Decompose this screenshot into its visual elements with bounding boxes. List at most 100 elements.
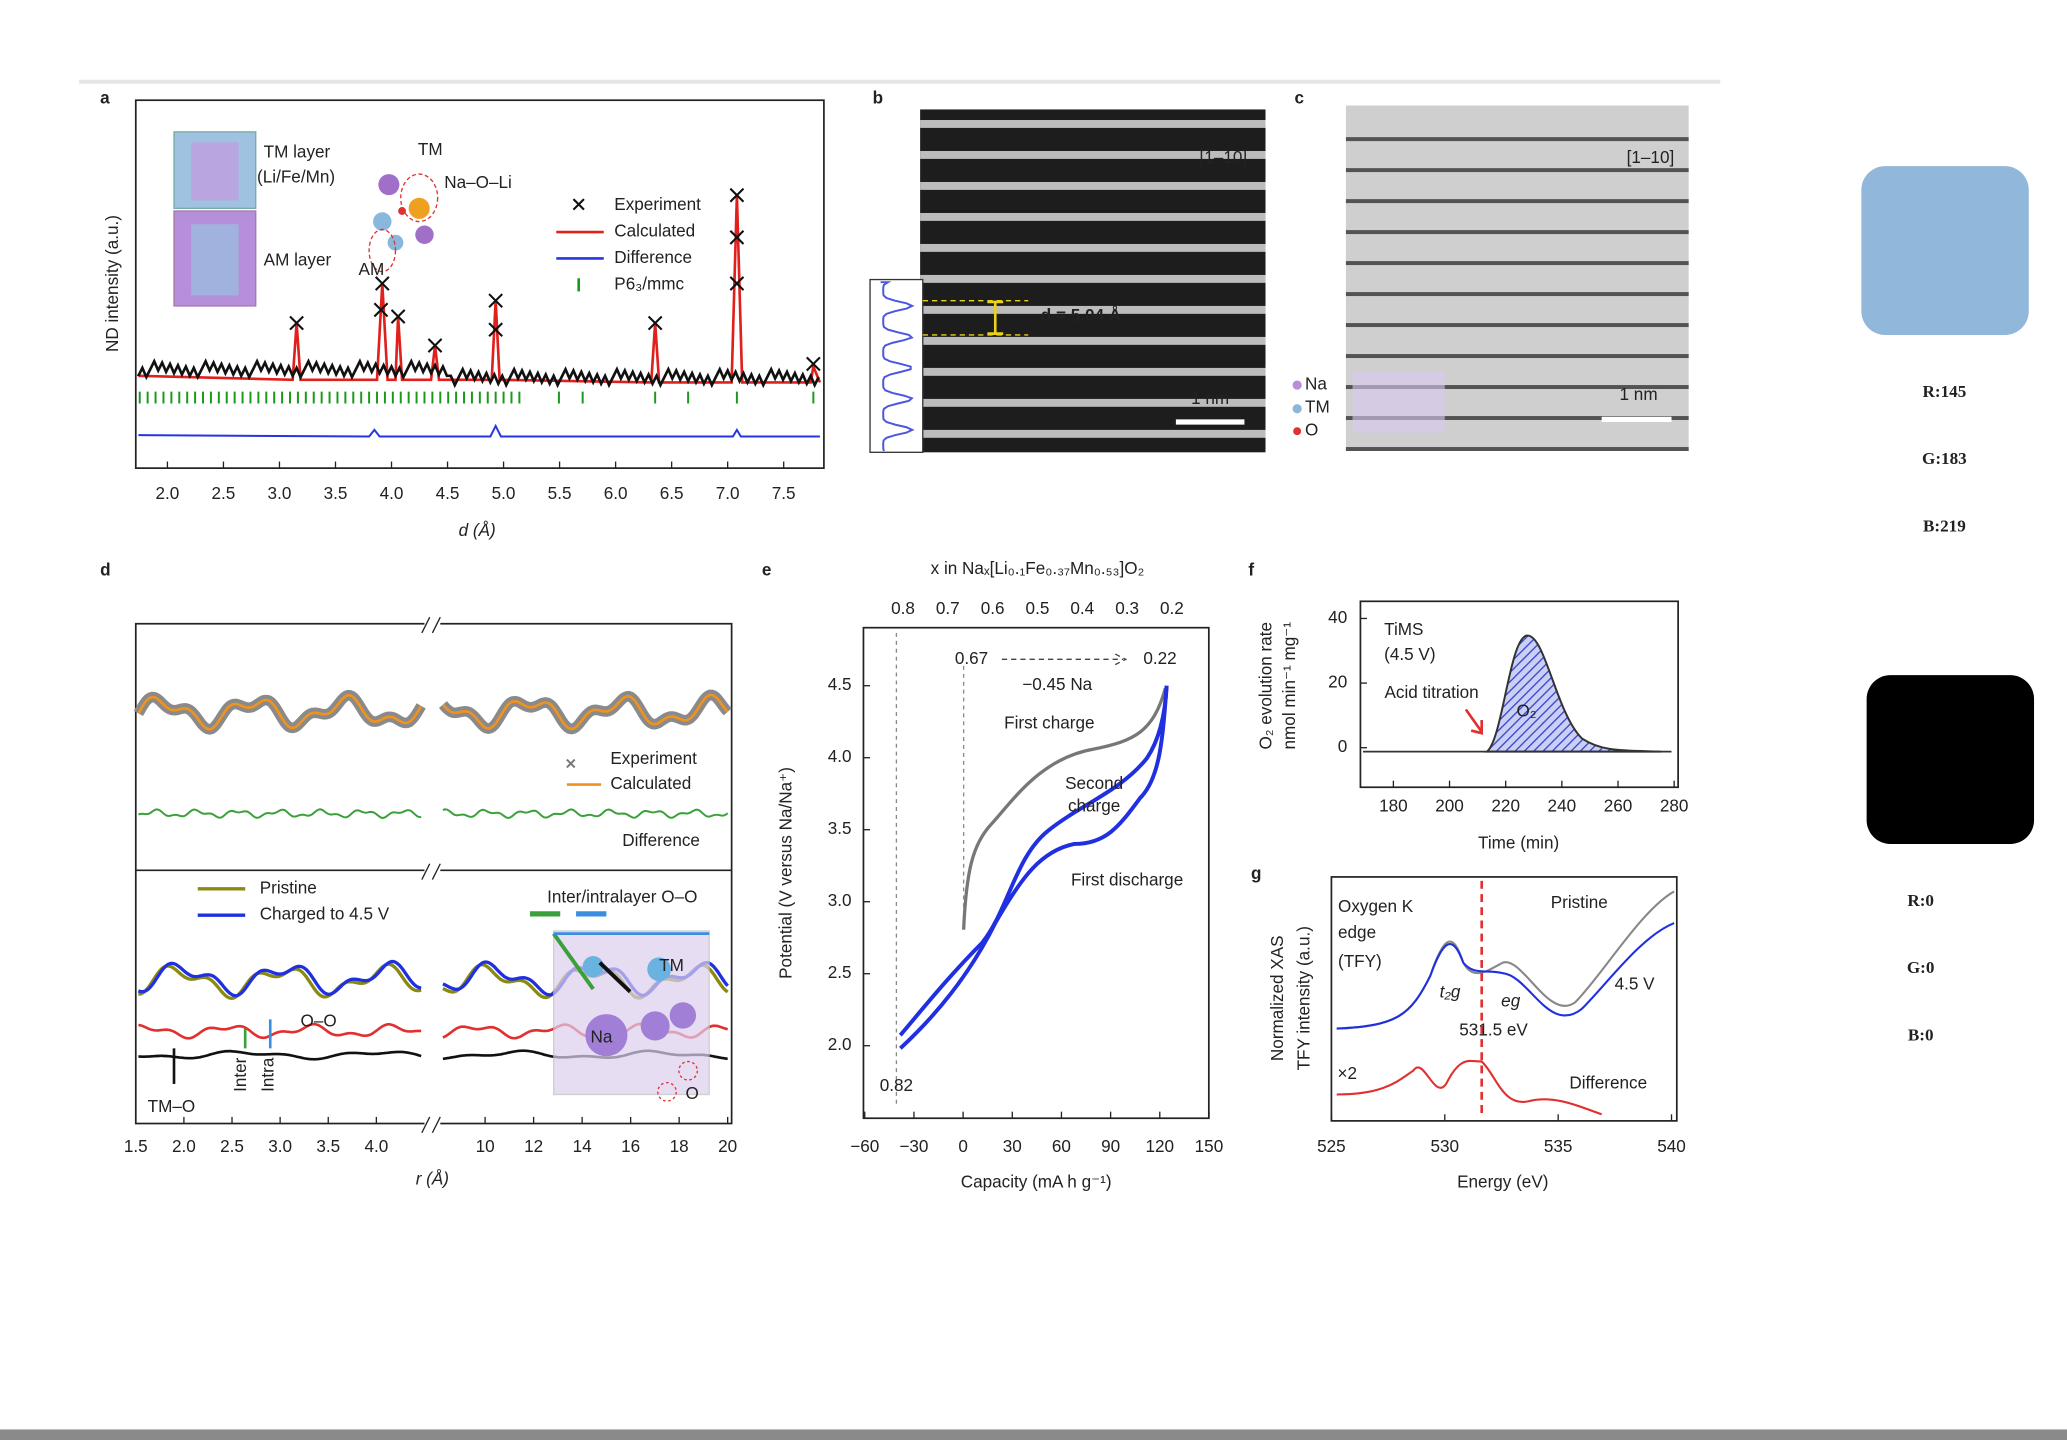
panel-label: f <box>1248 560 1254 580</box>
x-tick-label: 120 <box>1146 1136 1175 1156</box>
x-tick-label: 180 <box>1379 796 1408 816</box>
phase-ticks <box>138 391 815 404</box>
structure-inset <box>173 131 439 307</box>
x-tick-label: 4.0 <box>380 483 404 503</box>
legend-key <box>566 758 576 769</box>
intensity-profile <box>880 281 915 452</box>
atomic-row <box>1345 447 1689 451</box>
x-tick-label: 2.5 <box>220 1136 244 1156</box>
x-tick-label: 7.5 <box>772 483 796 503</box>
x-mark <box>729 187 745 203</box>
x-tick-label: 7.0 <box>716 483 740 503</box>
atomic-row <box>920 212 1266 221</box>
atomic-row <box>1345 261 1689 266</box>
label: Acid titration <box>1384 682 1478 702</box>
circle <box>408 197 430 219</box>
panel-label: e <box>762 560 772 580</box>
label: [1–10] <box>1627 147 1675 167</box>
x-mark <box>289 315 304 331</box>
atomic-row <box>1345 385 1689 390</box>
circle <box>657 1081 677 1102</box>
label: (4.5 V) <box>1384 644 1435 664</box>
x-tick-label: 525 <box>1317 1136 1346 1156</box>
profile-box <box>869 278 924 453</box>
label: 1 nm <box>1620 384 1658 404</box>
oo-curve <box>138 1022 422 1040</box>
legend-label: Difference <box>614 247 692 267</box>
x-tick-label: 3.5 <box>324 483 348 503</box>
atomic-row <box>920 274 1266 283</box>
label: (TFY) <box>1338 951 1382 971</box>
atomic-row <box>920 429 1266 438</box>
rgb-label: R:0 <box>1907 891 1934 910</box>
circle <box>640 1011 670 1041</box>
x-tick-label: 0.8 <box>891 598 915 618</box>
legend-label: O <box>1305 420 1318 440</box>
phase-ticks <box>138 391 815 404</box>
circle <box>373 212 392 231</box>
label: d = 5.04 Å <box>1041 305 1121 325</box>
frame <box>862 626 1210 1120</box>
difference-curve <box>442 808 729 820</box>
x-tick-label: 200 <box>1435 796 1464 816</box>
y-tick-label: 3.5 <box>828 818 852 838</box>
y-tick-label: 2.0 <box>828 1034 852 1054</box>
x-tick-label: 220 <box>1491 796 1520 816</box>
x-mark <box>488 293 503 308</box>
circle <box>669 1002 697 1029</box>
x-tick-label: 2.5 <box>212 483 236 503</box>
y-tick-label: 40 <box>1328 607 1347 627</box>
first-charge-curve <box>961 687 1167 930</box>
panel-label: d <box>100 560 110 580</box>
atomic-row <box>1345 230 1689 235</box>
charged-curve <box>137 959 422 998</box>
ellipse <box>368 228 397 273</box>
atomic-row <box>1345 323 1689 328</box>
x-tick-label: 90 <box>1101 1136 1120 1156</box>
legend-a-keys <box>556 198 604 292</box>
label: charge <box>1068 796 1120 816</box>
x-mark <box>647 315 663 331</box>
label: 1 nm <box>1191 388 1229 408</box>
x-tick-label: 3.5 <box>316 1136 340 1156</box>
circle <box>678 1060 699 1081</box>
color-swatch <box>1861 166 2029 335</box>
label: O₂ evolution rate <box>1255 622 1275 750</box>
rgb-label: B:0 <box>1908 1025 1934 1044</box>
x-tick-label: 20 <box>718 1136 737 1156</box>
label: Capacity (mA h g⁻¹) <box>961 1171 1112 1191</box>
charged-curve <box>1336 922 1675 1030</box>
label: −0.45 Na <box>1022 674 1092 694</box>
atomic-row <box>920 336 1266 345</box>
label: x in Naₓ[Li₀.₁Fe₀.₃₇Mn₀.₅₃]O₂ <box>931 558 1145 578</box>
label: Na–O–Li <box>444 172 512 192</box>
label: TM <box>418 139 443 159</box>
label: First discharge <box>1071 869 1183 889</box>
legend-label: Experiment <box>614 194 701 214</box>
circle <box>378 174 400 196</box>
atomic-row <box>920 150 1266 159</box>
panel-label: g <box>1251 863 1261 883</box>
experiment-band <box>137 358 820 389</box>
rgb-label: G:0 <box>1907 958 1935 977</box>
label: Inter <box>230 1057 250 1092</box>
legend-dot <box>1292 404 1302 414</box>
structure-inset <box>552 930 710 1102</box>
rect <box>191 142 239 201</box>
x-tick-label: 6.0 <box>604 483 628 503</box>
legend-label: Pristine <box>260 877 317 897</box>
line <box>552 932 595 991</box>
rgb-label: B:219 <box>1923 516 1966 535</box>
circle <box>387 234 404 251</box>
x-tick-label: 60 <box>1052 1136 1071 1156</box>
atomic-rows <box>1345 137 1689 451</box>
label: Normalized XAS <box>1267 935 1287 1061</box>
experiment-marks <box>137 187 821 389</box>
label: AM <box>359 259 385 279</box>
label: 0.82 <box>880 1075 913 1095</box>
x-mark <box>729 230 745 245</box>
atomic-row <box>920 120 1266 128</box>
label: edge <box>1338 922 1376 942</box>
x-mark <box>806 356 821 372</box>
frame <box>1359 600 1679 789</box>
